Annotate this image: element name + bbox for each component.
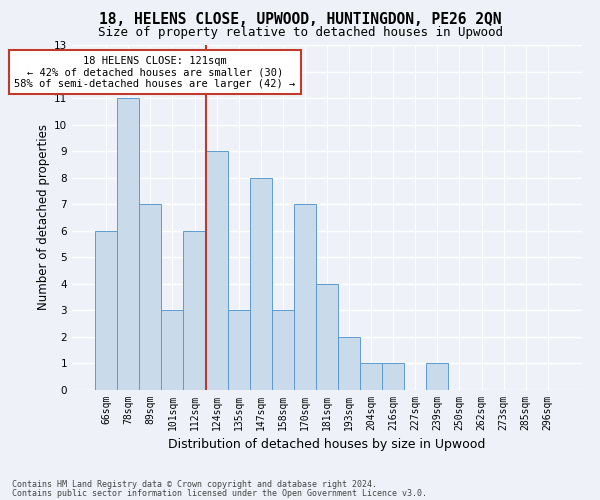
Bar	[250, 178, 272, 390]
Bar	[184, 231, 206, 390]
Text: Contains HM Land Registry data © Crown copyright and database right 2024.: Contains HM Land Registry data © Crown c…	[12, 480, 377, 489]
Bar	[316, 284, 338, 390]
Bar	[427, 364, 448, 390]
Bar	[206, 151, 227, 390]
X-axis label: Distribution of detached houses by size in Upwood: Distribution of detached houses by size …	[169, 438, 485, 452]
Text: Contains public sector information licensed under the Open Government Licence v3: Contains public sector information licen…	[12, 488, 427, 498]
Text: 18, HELENS CLOSE, UPWOOD, HUNTINGDON, PE26 2QN: 18, HELENS CLOSE, UPWOOD, HUNTINGDON, PE…	[99, 12, 501, 28]
Bar	[294, 204, 316, 390]
Text: 18 HELENS CLOSE: 121sqm
← 42% of detached houses are smaller (30)
58% of semi-de: 18 HELENS CLOSE: 121sqm ← 42% of detache…	[14, 56, 295, 89]
Y-axis label: Number of detached properties: Number of detached properties	[37, 124, 50, 310]
Bar	[161, 310, 184, 390]
Bar	[117, 98, 139, 390]
Bar	[227, 310, 250, 390]
Bar	[272, 310, 294, 390]
Text: Size of property relative to detached houses in Upwood: Size of property relative to detached ho…	[97, 26, 503, 39]
Bar	[95, 231, 117, 390]
Bar	[382, 364, 404, 390]
Bar	[360, 364, 382, 390]
Bar	[338, 337, 360, 390]
Bar	[139, 204, 161, 390]
